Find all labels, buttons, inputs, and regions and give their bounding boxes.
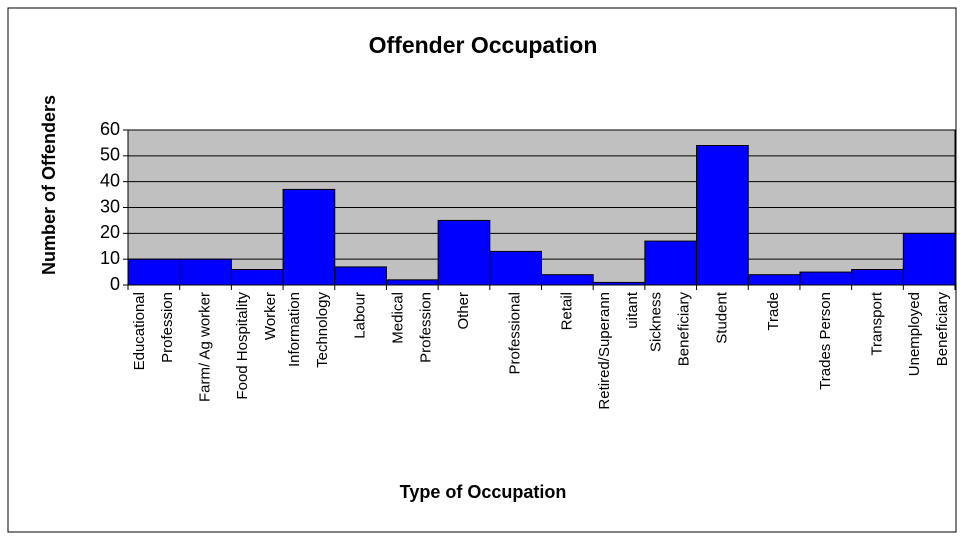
y-tick-label: 30	[100, 196, 120, 216]
bar	[179, 258, 232, 286]
x-tick-label: Beneficiary	[934, 292, 951, 367]
y-tick-label: 0	[110, 274, 120, 294]
bar	[747, 274, 801, 286]
x-tick-label: Profession	[159, 292, 176, 363]
x-tick-label: Trades Person	[817, 292, 834, 390]
x-tick-label: Retired/Superann	[596, 292, 613, 410]
x-tick-label: Technology	[314, 292, 331, 368]
x-tick-label: Student	[713, 291, 730, 344]
x-tick-label: Trade	[765, 292, 782, 331]
x-tick-label: Beneficiary	[676, 292, 693, 367]
bar	[230, 269, 284, 286]
bar	[851, 269, 904, 286]
y-tick-label: 20	[100, 222, 120, 242]
bar	[489, 250, 542, 286]
x-tick-label: Transport	[868, 291, 885, 355]
plot-border	[127, 129, 956, 286]
x-tick-label: Unemployed	[906, 292, 923, 376]
x-tick-label: Sickness	[648, 292, 665, 352]
bar	[644, 240, 698, 286]
bar	[902, 232, 956, 286]
bar	[437, 219, 491, 286]
chart-title: Offender Occupation	[369, 32, 598, 58]
y-axis-label: Number of Offenders	[39, 95, 59, 275]
x-tick-label: Medical	[389, 292, 406, 344]
x-tick-label: Other	[455, 292, 472, 330]
y-tick-label: 40	[100, 170, 120, 190]
x-tick-label: Farm/ Ag worker	[197, 292, 214, 402]
bar	[799, 271, 853, 286]
bar	[696, 145, 749, 286]
x-tick-label: Professional	[507, 292, 524, 375]
x-tick-label: Labour	[352, 292, 369, 339]
bar	[282, 188, 336, 286]
bar	[541, 274, 594, 286]
x-tick-label: Retail	[558, 292, 575, 330]
x-tick-label: uitant	[624, 291, 641, 329]
bar	[127, 258, 181, 286]
bar	[385, 279, 439, 286]
x-tick-label: Educational	[131, 292, 148, 370]
x-tick-label: Profession	[417, 292, 434, 363]
y-tick-label: 60	[100, 119, 120, 139]
x-tick-label: Worker	[262, 292, 279, 340]
x-axis-label: Type of Occupation	[400, 482, 567, 502]
bar	[334, 266, 387, 286]
x-tick-label: Information	[286, 292, 303, 367]
x-tick-label: Food Hospitality	[234, 292, 251, 400]
y-tick-label: 10	[100, 248, 120, 268]
y-tick-label: 50	[100, 145, 120, 165]
